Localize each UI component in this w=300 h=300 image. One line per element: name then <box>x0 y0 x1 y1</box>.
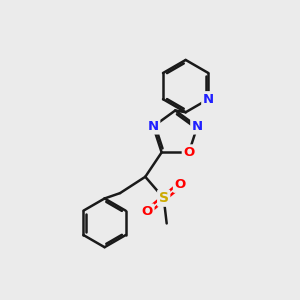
Text: N: N <box>203 93 214 106</box>
Text: N: N <box>148 120 159 133</box>
Text: O: O <box>142 205 153 218</box>
Text: O: O <box>183 146 194 159</box>
Text: S: S <box>159 191 169 205</box>
Text: N: N <box>192 120 203 133</box>
Text: O: O <box>174 178 186 191</box>
